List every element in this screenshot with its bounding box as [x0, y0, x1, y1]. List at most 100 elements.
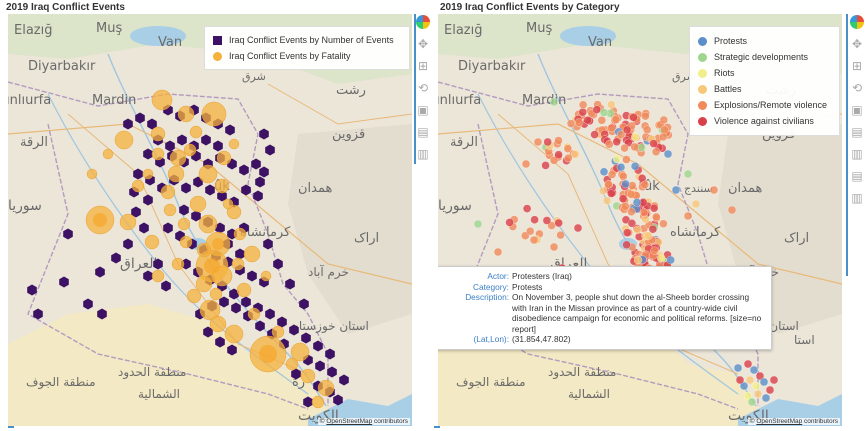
event-point[interactable] — [549, 156, 559, 165]
fatality-bubble[interactable] — [317, 379, 335, 397]
event-point[interactable] — [652, 212, 661, 222]
event-point[interactable] — [554, 136, 563, 145]
hexbin-cell[interactable] — [217, 190, 227, 202]
osm-link[interactable]: OpenStreetMap — [326, 418, 373, 425]
event-point[interactable] — [727, 205, 737, 215]
fatality-bubble[interactable] — [228, 138, 240, 150]
box-select-icon[interactable]: ⊞ — [851, 59, 863, 73]
fatality-bubble[interactable] — [114, 130, 134, 150]
event-point[interactable] — [578, 107, 587, 117]
pan-icon[interactable]: ✥ — [851, 37, 863, 51]
hexbin-cell[interactable] — [139, 222, 149, 234]
event-point[interactable] — [605, 140, 614, 149]
hexbin-cell[interactable] — [215, 336, 225, 348]
legend-item-strategic[interactable]: Strategic developments — [698, 49, 831, 65]
fatality-bubble[interactable] — [271, 325, 285, 339]
fatality-bubble[interactable] — [195, 275, 213, 293]
event-point[interactable] — [637, 143, 646, 152]
event-point[interactable] — [621, 202, 630, 211]
hexbin-cell[interactable] — [203, 326, 213, 338]
event-point[interactable] — [747, 397, 757, 407]
event-point[interactable] — [622, 125, 632, 135]
fatality-bubble[interactable] — [259, 345, 277, 363]
hexbin-cell[interactable] — [179, 204, 189, 216]
hexbin-cell[interactable] — [133, 168, 143, 180]
event-point[interactable] — [583, 116, 592, 125]
hexbin-cell[interactable] — [235, 248, 245, 260]
hexbin-cell[interactable] — [315, 360, 325, 372]
event-point[interactable] — [630, 162, 640, 171]
fatality-bubble[interactable] — [243, 245, 261, 263]
hexbin-cell[interactable] — [227, 344, 237, 356]
event-point[interactable] — [493, 247, 503, 257]
hexbin-cell[interactable] — [163, 222, 173, 234]
plotly-logo-icon[interactable] — [416, 15, 430, 29]
fatality-bubble[interactable] — [290, 342, 310, 362]
fatality-bubble[interactable] — [142, 168, 154, 180]
fatality-bubble[interactable] — [179, 235, 193, 249]
event-point[interactable] — [530, 215, 539, 224]
hexbin-cell[interactable] — [153, 258, 163, 270]
event-point[interactable] — [759, 377, 769, 387]
event-point[interactable] — [627, 207, 636, 216]
event-point[interactable] — [549, 242, 559, 252]
event-point[interactable] — [660, 125, 669, 135]
hexbin-cell[interactable] — [97, 308, 107, 320]
hexbin-cell[interactable] — [165, 140, 175, 152]
fatality-bubble[interactable] — [167, 165, 185, 183]
event-point[interactable] — [622, 240, 631, 249]
event-point[interactable] — [755, 371, 765, 381]
hover-closest-icon[interactable]: ▤ — [851, 125, 863, 139]
fatality-bubble[interactable] — [300, 368, 316, 384]
hexbin-cell[interactable] — [253, 190, 263, 202]
event-point[interactable] — [607, 100, 616, 109]
hexbin-cell[interactable] — [339, 374, 349, 386]
hexbin-cell[interactable] — [135, 112, 145, 124]
hexbin-cell[interactable] — [231, 302, 241, 314]
fatality-bubble[interactable] — [160, 184, 176, 200]
hexbin-cell[interactable] — [143, 194, 153, 206]
event-point[interactable] — [571, 150, 580, 159]
event-point[interactable] — [633, 255, 643, 265]
event-point[interactable] — [769, 375, 779, 385]
hexbin-cell[interactable] — [263, 238, 273, 250]
legend-item-fatality[interactable]: Iraq Conflict Events by Fatality — [213, 48, 401, 64]
event-point[interactable] — [526, 227, 535, 236]
event-point[interactable] — [612, 154, 622, 164]
hexbin-cell[interactable] — [301, 332, 311, 344]
hexbin-cell[interactable] — [181, 182, 191, 194]
event-point[interactable] — [633, 225, 642, 234]
event-point[interactable] — [599, 108, 609, 117]
pan-icon[interactable]: ✥ — [417, 37, 429, 51]
event-point[interactable] — [659, 132, 668, 142]
event-point[interactable] — [751, 381, 761, 391]
osm-link[interactable]: OpenStreetMap — [756, 418, 803, 425]
hexbin-cell[interactable] — [251, 158, 261, 170]
legend-item-explosions[interactable]: Explosions/Remote violence — [698, 97, 831, 113]
event-point[interactable] — [616, 163, 626, 172]
event-point[interactable] — [607, 170, 617, 179]
plotly-logo-icon[interactable] — [850, 15, 864, 29]
fatality-bubble[interactable] — [204, 258, 220, 274]
event-point[interactable] — [621, 179, 630, 189]
event-point[interactable] — [619, 172, 628, 181]
hexbin-cell[interactable] — [255, 176, 265, 188]
fatality-bubble[interactable] — [169, 149, 187, 167]
event-point[interactable] — [733, 363, 743, 373]
event-point[interactable] — [643, 125, 652, 134]
fatality-bubble[interactable] — [150, 126, 166, 142]
fatality-bubble[interactable] — [151, 147, 165, 161]
event-point[interactable] — [604, 180, 613, 189]
fatality-bubble[interactable] — [119, 213, 137, 231]
hover-compare-icon[interactable]: ▥ — [417, 147, 429, 161]
hexbin-cell[interactable] — [299, 298, 309, 310]
hexbin-cell[interactable] — [213, 140, 223, 152]
hexbin-cell[interactable] — [313, 340, 323, 352]
fatality-bubble[interactable] — [247, 307, 261, 321]
event-point[interactable] — [659, 219, 668, 228]
event-point[interactable] — [657, 254, 666, 263]
event-point[interactable] — [659, 115, 668, 125]
event-point[interactable] — [626, 190, 636, 199]
event-point[interactable] — [765, 385, 775, 395]
hexbin-cell[interactable] — [325, 348, 335, 360]
